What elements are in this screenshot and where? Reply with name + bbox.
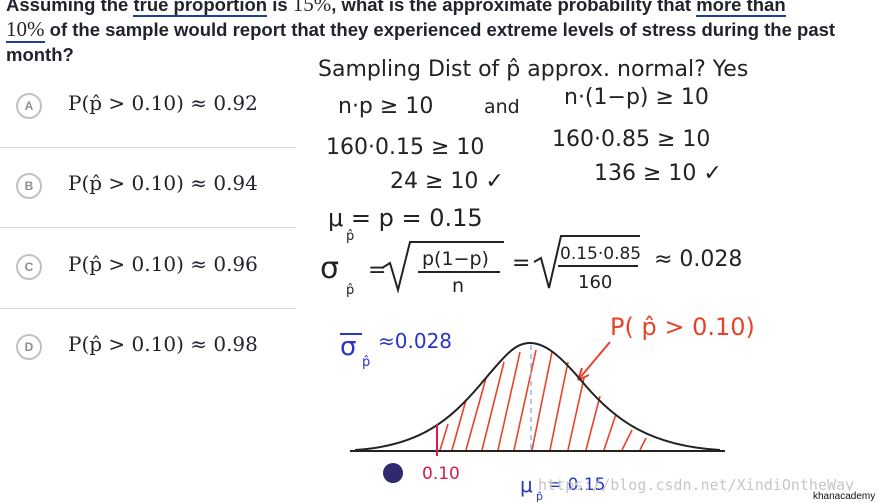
choice-b[interactable]: B P(p̂ > 0.10) ≈ 0.94 [0, 147, 296, 228]
mean-label-value: = 0.15 [548, 475, 606, 495]
choice-a-letter: A [16, 93, 42, 119]
mean-formula: μ = p = 0.15 [328, 204, 483, 232]
question-highlight-more-than: more than [696, 0, 786, 17]
mean-label-sub: p̂ [536, 490, 543, 503]
choice-d[interactable]: D P(p̂ > 0.10) ≈ 0.98 [0, 308, 296, 388]
choice-c[interactable]: C P(p̂ > 0.10) ≈ 0.96 [0, 228, 296, 309]
sigma-label-value: ≈0.028 [378, 329, 452, 353]
question-part: , what is the approximate probability th… [331, 0, 697, 15]
result-np: 24 ≥ 10 ✓ [390, 169, 504, 194]
watermark-text: https://blog.csdn.net/XindiOntheWay [538, 476, 855, 494]
radical-sign-2 [533, 235, 640, 289]
sigma-equals-2: = [512, 251, 530, 276]
pen-cursor [383, 463, 403, 483]
probability-label: P( p̂ > 0.10) [610, 313, 755, 341]
sigma-equals: = [368, 258, 386, 283]
calc-n1mp: 160·0.85 ≥ 10 [552, 127, 710, 152]
question-highlight-true-proportion: true proportion [133, 0, 268, 17]
frac2-numerator: 0.15·0.85 [560, 244, 641, 264]
khanacademy-logo: khanacademy [813, 491, 876, 502]
question-part: Assuming the [6, 0, 134, 15]
result-n1mp: 136 ≥ 10 ✓ [594, 161, 722, 186]
radical-sign-1 [381, 241, 504, 294]
question-math-10pct: 10% [6, 17, 45, 43]
question-text: Assuming the true proportion is 15%, wha… [6, 0, 866, 67]
condition-np: n·p ≥ 10 [338, 94, 433, 119]
sigma-symbol: σ [320, 251, 339, 286]
frac1-denominator: n [452, 275, 464, 297]
question-math-15pct: 15% [292, 0, 332, 16]
condition-and: and [484, 96, 520, 118]
sigma-approx-value: ≈ 0.028 [654, 247, 742, 272]
sampling-dist-line: Sampling Dist of p̂ approx. normal? Yes [318, 57, 748, 82]
mean-sub: p̂ [346, 229, 354, 244]
choice-d-text: P(p̂ > 0.10) ≈ 0.98 [68, 332, 258, 356]
choice-c-text: P(p̂ > 0.10) ≈ 0.96 [68, 252, 258, 276]
normal-curve [354, 341, 721, 451]
cutoff-label: 0.10 [422, 464, 460, 484]
choice-c-letter: C [16, 254, 42, 280]
choice-a-text: P(p̂ > 0.10) ≈ 0.92 [68, 91, 258, 115]
frac1-numerator: p(1−p) [422, 248, 489, 270]
sigma-label: σ [340, 332, 356, 362]
calc-np: 160·0.15 ≥ 10 [326, 135, 484, 160]
frac2-denominator: 160 [578, 272, 612, 293]
shaded-region [439, 349, 647, 451]
choice-b-letter: B [16, 173, 42, 199]
question-part: is [267, 0, 293, 15]
question-part: of the sample would report that they exp… [6, 19, 836, 65]
choice-b-text: P(p̂ > 0.10) ≈ 0.94 [68, 171, 258, 195]
choice-d-letter: D [16, 334, 42, 360]
condition-n1mp: n·(1−p) ≥ 10 [564, 85, 709, 110]
sigma-sub: p̂ [346, 283, 354, 298]
choice-a[interactable]: A P(p̂ > 0.10) ≈ 0.92 [0, 67, 296, 148]
mean-label-mu: μ [520, 473, 533, 497]
probability-arrow [577, 341, 611, 381]
sigma-label-sub: p̂ [362, 355, 370, 370]
